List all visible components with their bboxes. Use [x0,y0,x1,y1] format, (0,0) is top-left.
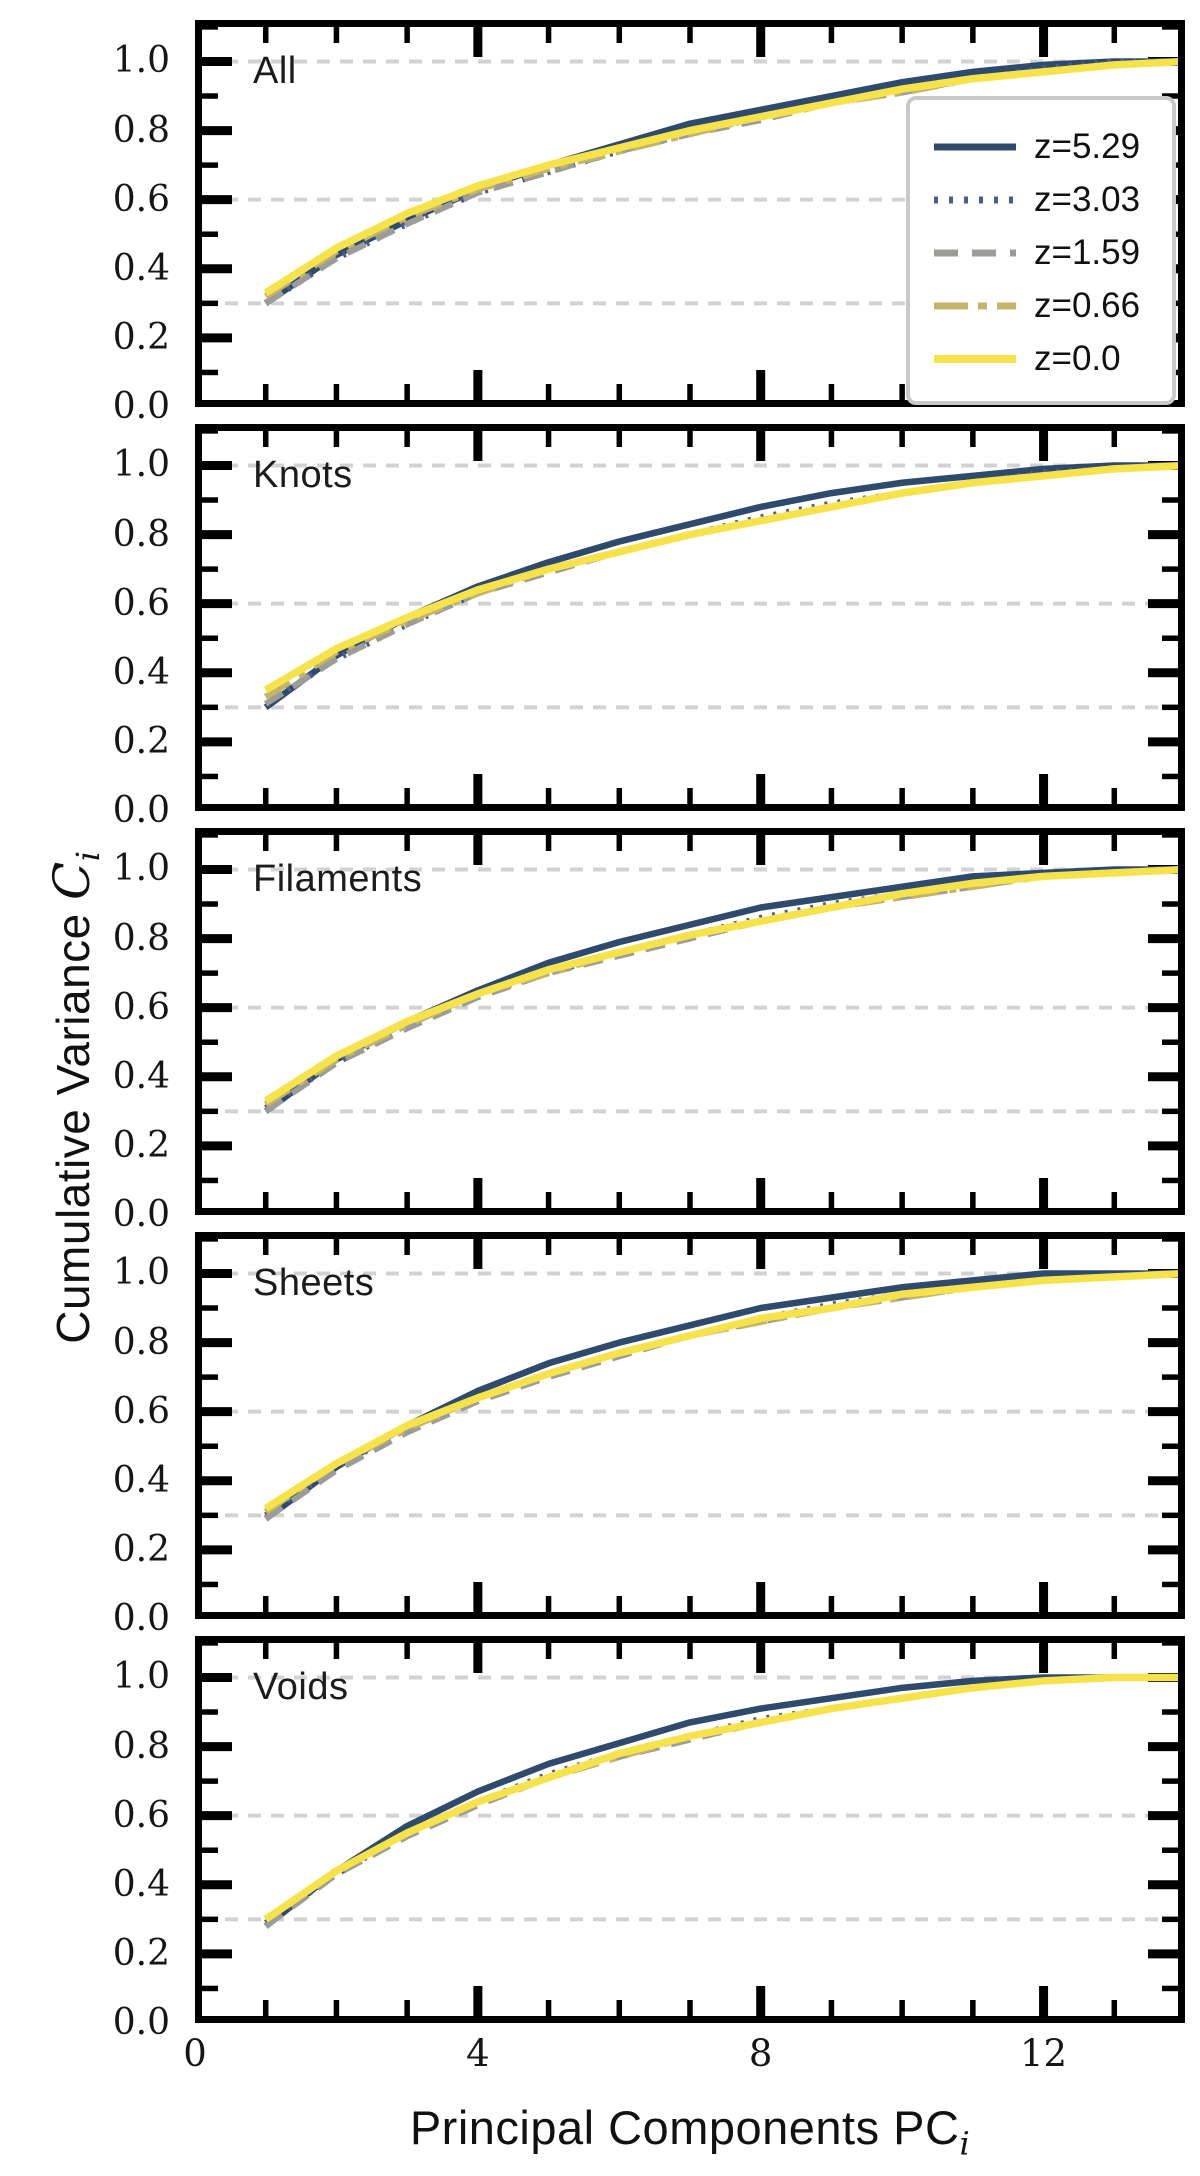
panel-plot [195,424,1185,811]
y-tick-label: 0.4 [112,1863,170,1905]
curve-z=1.59 [264,462,1185,707]
curve-z=1.59 [264,1270,1185,1522]
panel-label: Knots [253,454,353,496]
y-tick-label: 0.8 [112,1321,170,1363]
y-tick-label: 0.2 [112,1932,170,1974]
x-tick-label: 4 [466,2032,490,2075]
legend-line-swatch [934,354,1016,363]
panel-label: Voids [253,1666,349,1708]
y-tick-label: 0.0 [112,386,170,427]
panel-filaments: Filaments 1.0 0.8 0.6 0.4 0.2 0.0 [113,828,1185,1233]
panel-sheets: Sheets 1.0 0.8 0.6 0.4 0.2 0.0 [113,1232,1185,1637]
panel-knots: Knots 1.0 0.8 0.6 0.4 0.2 0.0 [113,424,1185,829]
x-axis-title: Principal Components PCi [195,2100,1185,2162]
curve-z=5.29 [263,462,1185,710]
y-tick-label: 0.2 [112,1528,170,1570]
y-tick-label: 0.2 [112,316,170,358]
legend-label: z=0.66 [1034,285,1141,325]
panel-plot [195,828,1185,1215]
x-tick-label: 0 [183,2032,207,2075]
legend-entry: z=1.59 [932,226,1152,279]
curve-z=0.66 [263,1270,1185,1515]
legend-entry: z=5.29 [932,120,1152,173]
y-tick-label: 0.6 [112,1794,170,1836]
y-tick-label: 0.4 [112,1459,170,1501]
curve-z=5.29 [263,1674,1185,1929]
legend-label: z=1.59 [1034,232,1141,272]
y-tick-label: 0.8 [112,917,170,959]
y-tick-label: 0.2 [112,720,170,762]
panel-label: Filaments [253,858,423,900]
panel-all: All 1.0 0.8 0.6 0.4 0.2 0.0 z=5.29 z=3.03 z=1.59 z… [113,20,1185,425]
y-tick-label: 0.0 [112,1194,170,1235]
panel-label: All [253,50,297,92]
curve-z=0.66 [263,866,1185,1108]
panel-label: Sheets [253,1262,375,1304]
y-tick-label: 0.4 [112,1055,170,1097]
curve-z=3.03 [264,1270,1185,1518]
y-tick-label: 1.0 [112,1656,170,1698]
panel-plot [195,20,1185,407]
legend-line-swatch [934,143,1016,150]
panel-frame [195,828,1185,1215]
curve-z=0.66 [263,462,1185,700]
y-tick-label: 0.8 [112,109,170,151]
panel-voids: Voids 1.0 0.8 0.6 0.4 0.2 0.0 [113,1636,1185,2041]
legend-entry: z=0.66 [932,279,1152,332]
y-tick-label: 0.6 [112,986,170,1028]
panel-plot [195,1636,1185,2023]
y-tick-label: 0.4 [112,651,170,693]
y-tick-label: 0.0 [112,790,170,831]
legend-line-swatch [934,302,1016,309]
y-tick-label: 1.0 [112,848,170,890]
panel-plot [195,1232,1185,1619]
curve-z=0.0 [263,57,1185,297]
y-tick-label: 1.0 [112,1252,170,1294]
y-tick-label: 0.8 [112,513,170,555]
y-tick-label: 0.6 [112,1390,170,1432]
legend-label: z=5.29 [1034,126,1141,166]
curve-z=0.0 [263,461,1185,694]
legend-entry: z=3.03 [932,173,1152,226]
y-tick-label: 0.6 [112,582,170,624]
curve-z=5.29 [263,866,1185,1114]
y-axis-title: Cumulative Variance Ci [43,717,107,1477]
legend-label: z=3.03 [1034,179,1141,219]
curve-z=5.29 [263,1270,1185,1522]
y-tick-label: 0.0 [112,2002,170,2043]
panel-frame [195,1636,1185,2023]
x-axis-subscript: i [959,2124,971,2163]
x-tick-label: 12 [1020,2032,1068,2075]
x-axis-title-text: Principal Components PC [409,2101,960,2154]
x-tick-label: 8 [748,2032,773,2075]
legend-entry: z=0.0 [932,332,1152,385]
curve-z=0.0 [263,1673,1185,1923]
y-tick-label: 1.0 [112,40,170,82]
curve-z=0.0 [263,865,1185,1105]
legend: z=5.29 z=3.03 z=1.59 z=0.66 z=0.0 [906,96,1176,405]
legend-label: z=0.0 [1034,338,1121,378]
curve-z=3.03 [264,462,1185,707]
panel-frame [195,424,1185,811]
curve-z=1.59 [264,866,1185,1114]
y-tick-label: 0.0 [112,1598,170,1639]
y-tick-label: 0.8 [112,1725,170,1767]
legend-line-swatch [934,196,1016,203]
curve-z=3.03 [264,866,1185,1111]
panel-frame [195,1232,1185,1619]
y-tick-label: 0.6 [112,178,170,220]
panel-frame [195,20,1185,407]
y-tick-label: 1.0 [112,444,170,486]
y-tick-label: 0.2 [112,1124,170,1166]
legend-line-swatch [934,249,1016,256]
y-tick-label: 0.4 [112,247,170,289]
curve-z=0.0 [263,1269,1185,1512]
